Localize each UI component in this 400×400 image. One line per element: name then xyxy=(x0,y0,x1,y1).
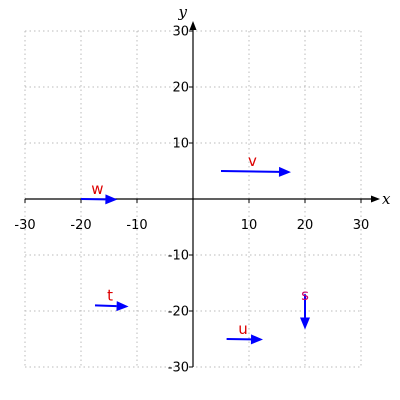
x-tick-label: -10 xyxy=(126,218,147,233)
x-tick-label: -20 xyxy=(70,218,91,233)
x-tick-label: -30 xyxy=(14,218,35,233)
y-axis-arrowhead xyxy=(189,21,197,30)
ticks: -30 -20 -10 10 20 30 -30 -20 -10 10 20 30 xyxy=(14,25,369,376)
vector-v-label: v xyxy=(248,152,257,170)
vector-u-head xyxy=(250,334,263,345)
vector-u-label: u xyxy=(238,320,248,338)
x-axis-arrowhead xyxy=(371,195,380,203)
vector-t-shaft xyxy=(94,304,117,308)
x-tick-label: 10 xyxy=(241,218,258,233)
vector-s-label: s xyxy=(301,286,309,304)
vector-w-label: w xyxy=(91,180,103,198)
vector-t-label: t xyxy=(107,286,113,304)
y-tick-label: -30 xyxy=(168,361,189,376)
y-axis-label: y xyxy=(178,3,188,21)
vector-w-head xyxy=(105,194,118,205)
vector-s-head xyxy=(300,317,310,330)
vector-v-shaft xyxy=(220,170,280,173)
vectors: v w t u s xyxy=(80,152,310,345)
vector-t-head xyxy=(116,301,129,312)
y-tick-label: 20 xyxy=(172,81,189,96)
x-axis-label: x xyxy=(382,190,391,208)
y-tick-label: -20 xyxy=(168,305,189,320)
x-tick-label: 20 xyxy=(297,218,314,233)
y-tick-label: 10 xyxy=(172,137,189,152)
vector-v-head xyxy=(278,166,291,177)
x-tick-label: 30 xyxy=(353,218,370,233)
y-tick-label: -10 xyxy=(168,249,189,264)
y-tick-label: 30 xyxy=(172,25,189,40)
axes: x y xyxy=(25,3,391,367)
